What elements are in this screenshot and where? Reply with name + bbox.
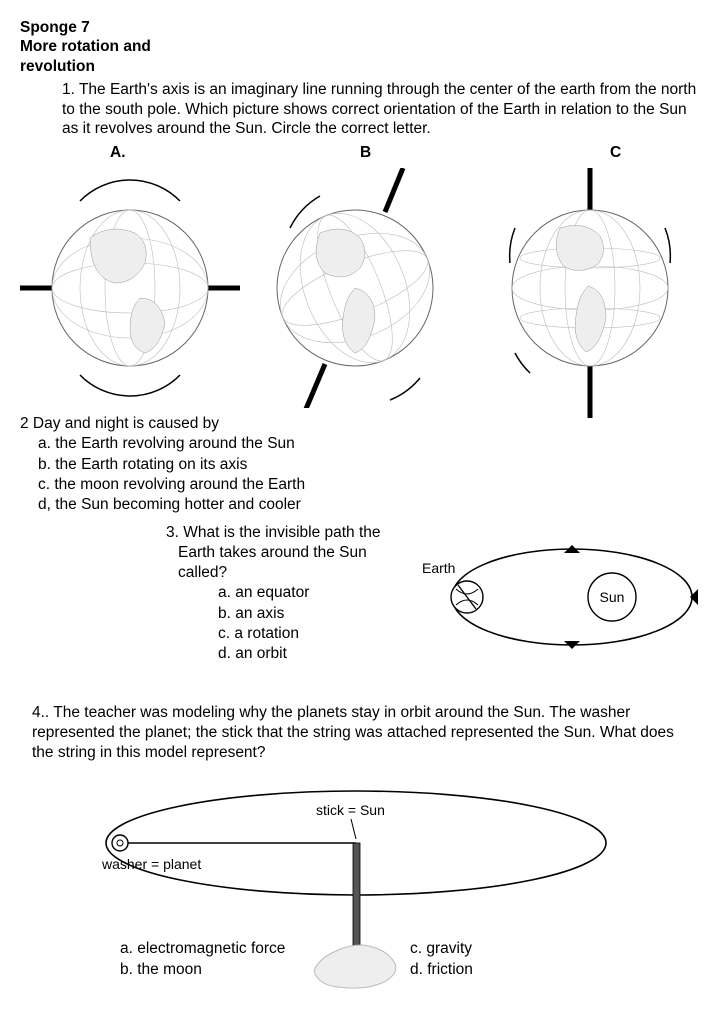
header-line1: Sponge 7: [20, 18, 708, 37]
q3-b: b. an axis: [218, 604, 426, 624]
q3-d: d. an orbit: [218, 644, 426, 664]
q4-diagram-wrap: stick = Sun washer = planet a. electroma…: [20, 773, 708, 1003]
washer-label: washer = planet: [101, 856, 201, 872]
q3-stem1: 3. What is the invisible path the: [166, 523, 426, 543]
header-line3: revolution: [20, 57, 708, 76]
label-a: A.: [110, 144, 126, 162]
globe-a: [20, 168, 240, 398]
q1-text: 1. The Earth's axis is an imaginary line…: [62, 80, 698, 138]
q4-d: d. friction: [410, 960, 473, 981]
globe-c: [480, 168, 700, 418]
label-b: B: [360, 144, 371, 162]
stick-label: stick = Sun: [316, 802, 385, 818]
q2-c: c. the moon revolving around the Earth: [38, 475, 708, 495]
q4-text: 4.. The teacher was modeling why the pla…: [32, 703, 688, 763]
q1-labels: A. B C: [20, 144, 708, 168]
header: Sponge 7 More rotation and revolution: [20, 18, 708, 76]
q4-b: b. the moon: [120, 960, 285, 981]
q2-b: b. the Earth rotating on its axis: [38, 455, 708, 475]
q2: 2 Day and night is caused by a. the Eart…: [20, 414, 708, 515]
q2-d: d, the Sun becoming hotter and cooler: [38, 495, 708, 515]
orbit-diagram: Sun Earth: [422, 527, 702, 677]
q3-a: a. an equator: [218, 583, 426, 603]
q3-c: c. a rotation: [218, 624, 426, 644]
q3-row: 3. What is the invisible path the Earth …: [20, 523, 708, 693]
q4-opts-left: a. electromagnetic force b. the moon: [120, 939, 285, 981]
sun-label: Sun: [600, 589, 625, 605]
header-line2: More rotation and: [20, 37, 708, 56]
earth-label: Earth: [422, 560, 455, 576]
globes-row: [20, 168, 708, 408]
q3-stem2: Earth takes around the Sun: [178, 543, 426, 563]
globe-b: [245, 168, 475, 408]
q3-stem3: called?: [178, 563, 426, 583]
q2-a: a. the Earth revolving around the Sun: [38, 434, 708, 454]
label-c: C: [610, 144, 621, 162]
q3-text: 3. What is the invisible path the Earth …: [166, 523, 426, 664]
q4-opts-right: c. gravity d. friction: [410, 939, 473, 981]
